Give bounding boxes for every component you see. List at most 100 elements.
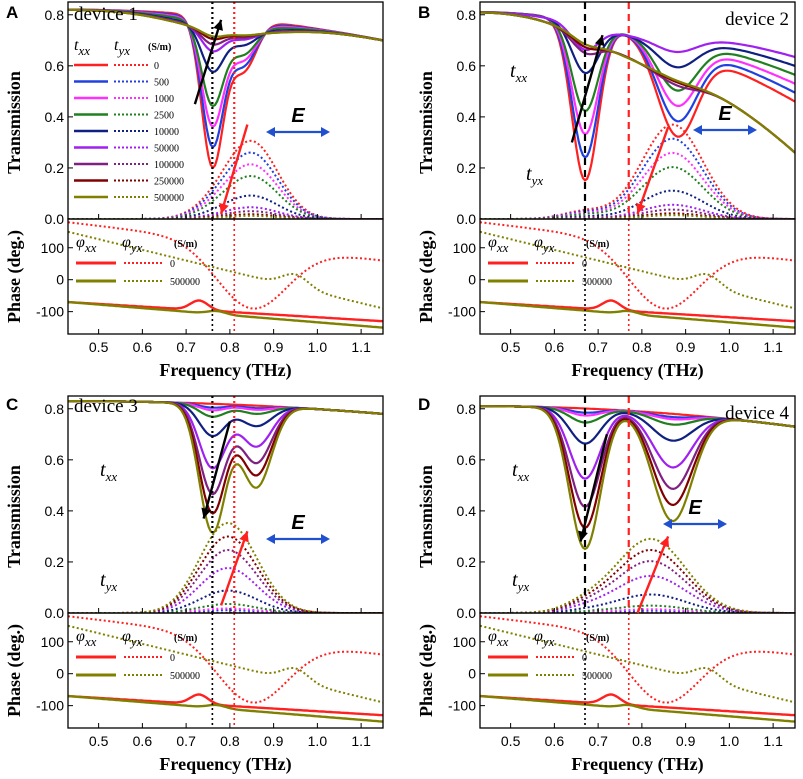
- tyx-line-c1000: [68, 607, 383, 613]
- e-arrow-head-left: [266, 127, 275, 137]
- x-tick-label: 1.1: [763, 339, 783, 355]
- phase-yx-line-c500000: [68, 230, 383, 310]
- red-trend-arrow: [636, 126, 670, 215]
- phase-yx-line-c0: [68, 221, 383, 310]
- x-tick-label: 0.6: [133, 339, 153, 355]
- black-trend-arrow-head: [201, 507, 212, 519]
- legend-value-c10000: 10000: [154, 127, 179, 138]
- panel-letter: A: [6, 3, 18, 22]
- phase-legend-value: 500000: [170, 277, 200, 288]
- tyx-line-c100000: [68, 210, 383, 219]
- phi-xx-header: φxx: [76, 234, 97, 255]
- red-trend-arrow-head: [636, 202, 646, 214]
- phi-yx-header: φyx: [534, 628, 555, 649]
- legend-value-c50000: 50000: [154, 144, 179, 155]
- bottom-plot-area: [68, 221, 383, 329]
- x-axis-label: Frequency (THz): [571, 360, 703, 381]
- panel-B: 0.5 0.6 0.7 0.8 0.9 1.0 1.1 0.0 0.2 0.4 0.6 0.8 -100…: [416, 1, 796, 381]
- black-trend-arrow-head: [594, 35, 605, 47]
- phase-y-tick-label: -100: [448, 304, 476, 320]
- y-tick-label: 0.2: [457, 160, 477, 176]
- phase-legend-unit: (S/m): [174, 633, 197, 644]
- phase-legend-value: 0: [582, 653, 587, 664]
- y-tick-label: 0.6: [457, 58, 477, 74]
- bottom-plot-area: [480, 221, 795, 329]
- phase-legend: φxx φyx (S/m) 0 500000: [76, 628, 200, 682]
- phase-xx-line-c500000: [68, 694, 383, 723]
- txx-label: txx: [100, 459, 117, 484]
- phase-legend-value: 500000: [170, 671, 200, 682]
- legend-unit: (S/m): [148, 42, 171, 53]
- tyx-line-c50000: [68, 206, 383, 219]
- y-axis-label-transmission: Transmission: [416, 465, 436, 568]
- phase-y-tick-label: 0: [468, 666, 476, 682]
- e-arrow-head-right: [718, 519, 727, 529]
- bottom-plot-area: [68, 615, 383, 723]
- x-tick-label: 0.9: [676, 733, 696, 749]
- top-frame: [479, 1, 796, 220]
- black-trend-arrow-head: [578, 530, 588, 542]
- top-plot-area: [480, 11, 795, 219]
- phi-xx-header: φxx: [488, 234, 509, 255]
- phase-xx-line-c500000: [480, 694, 795, 723]
- bottom-plot-area: [480, 615, 795, 723]
- x-axis-label: Frequency (THz): [571, 754, 703, 775]
- phi-yx-header: φyx: [534, 234, 555, 255]
- e-field-arrow: E: [266, 512, 330, 544]
- y-axis-label-transmission: Transmission: [4, 71, 24, 174]
- phase-y-tick-label: -100: [448, 698, 476, 714]
- y-axis-label-transmission: Transmission: [4, 465, 24, 568]
- panel-letter: D: [418, 395, 430, 414]
- e-field-arrow: E: [266, 105, 330, 137]
- e-field-label: E: [291, 512, 305, 534]
- y-tick-label: 0.6: [45, 58, 65, 74]
- tyx-line-c100000: [480, 208, 795, 219]
- phase-legend: φxx φyx (S/m) 0 500000: [76, 234, 200, 288]
- device-label: device 3: [74, 396, 138, 417]
- phase-xx-line-c0: [480, 299, 795, 323]
- red-trend-arrow-head: [659, 536, 670, 548]
- txx-line-c50000: [480, 11, 795, 59]
- x-tick-label: 0.7: [588, 733, 608, 749]
- red-trend-arrow-shaft: [636, 535, 670, 614]
- tyx-line-c500000: [68, 214, 383, 219]
- e-arrow-head-right: [321, 534, 330, 544]
- y-tick-label: 0.2: [45, 160, 65, 176]
- phi-yx-header: φyx: [122, 234, 143, 255]
- phi-xx-header: φxx: [76, 628, 97, 649]
- y-tick-label: 0.4: [457, 503, 477, 519]
- tyx-line-c50000: [68, 566, 383, 613]
- x-tick-label: 0.9: [264, 733, 284, 749]
- txx-line-c250000: [480, 405, 795, 530]
- e-field-label: E: [718, 103, 732, 125]
- tyx-line-c2500: [480, 604, 795, 613]
- y-tick-label: 0.4: [45, 503, 65, 519]
- x-tick-label: 1.1: [763, 733, 783, 749]
- black-trend-arrow-head: [213, 19, 223, 31]
- red-trend-arrow-shaft: [219, 124, 249, 215]
- black-trend-arrow: [201, 421, 232, 519]
- bottom-frame: [67, 612, 384, 729]
- red-trend-arrow-head: [219, 202, 229, 214]
- txx-line-c500000: [68, 8, 383, 42]
- phase-yx-line-c0: [480, 221, 795, 310]
- phase-y-tick-label: 0: [56, 666, 64, 682]
- red-trend-arrow: [219, 124, 249, 215]
- phase-legend: φxx φyx (S/m) 0 500000: [488, 628, 612, 682]
- black-trend-arrow-shaft: [579, 434, 609, 542]
- phase-xx-line-c500000: [480, 300, 795, 329]
- legend-value-c1000: 1000: [154, 94, 174, 105]
- y-axis-label-phase: Phase (deg.): [4, 624, 25, 717]
- y-tick-label: 0.8: [457, 7, 477, 23]
- legend-value-c250000: 250000: [154, 177, 184, 188]
- tyx-line-c500: [68, 609, 383, 613]
- phase-yx-line-c0: [480, 615, 795, 704]
- black-trend-arrow-shaft: [570, 34, 604, 143]
- y-tick-label: 0.0: [45, 605, 65, 621]
- phase-y-tick-label: 0: [56, 272, 64, 288]
- phase-xx-line-c0: [68, 299, 383, 323]
- x-tick-label: 0.8: [632, 339, 652, 355]
- txx-line-c500000: [68, 400, 383, 535]
- txx-line-c250000: [480, 11, 795, 154]
- phase-legend-value: 0: [582, 259, 587, 270]
